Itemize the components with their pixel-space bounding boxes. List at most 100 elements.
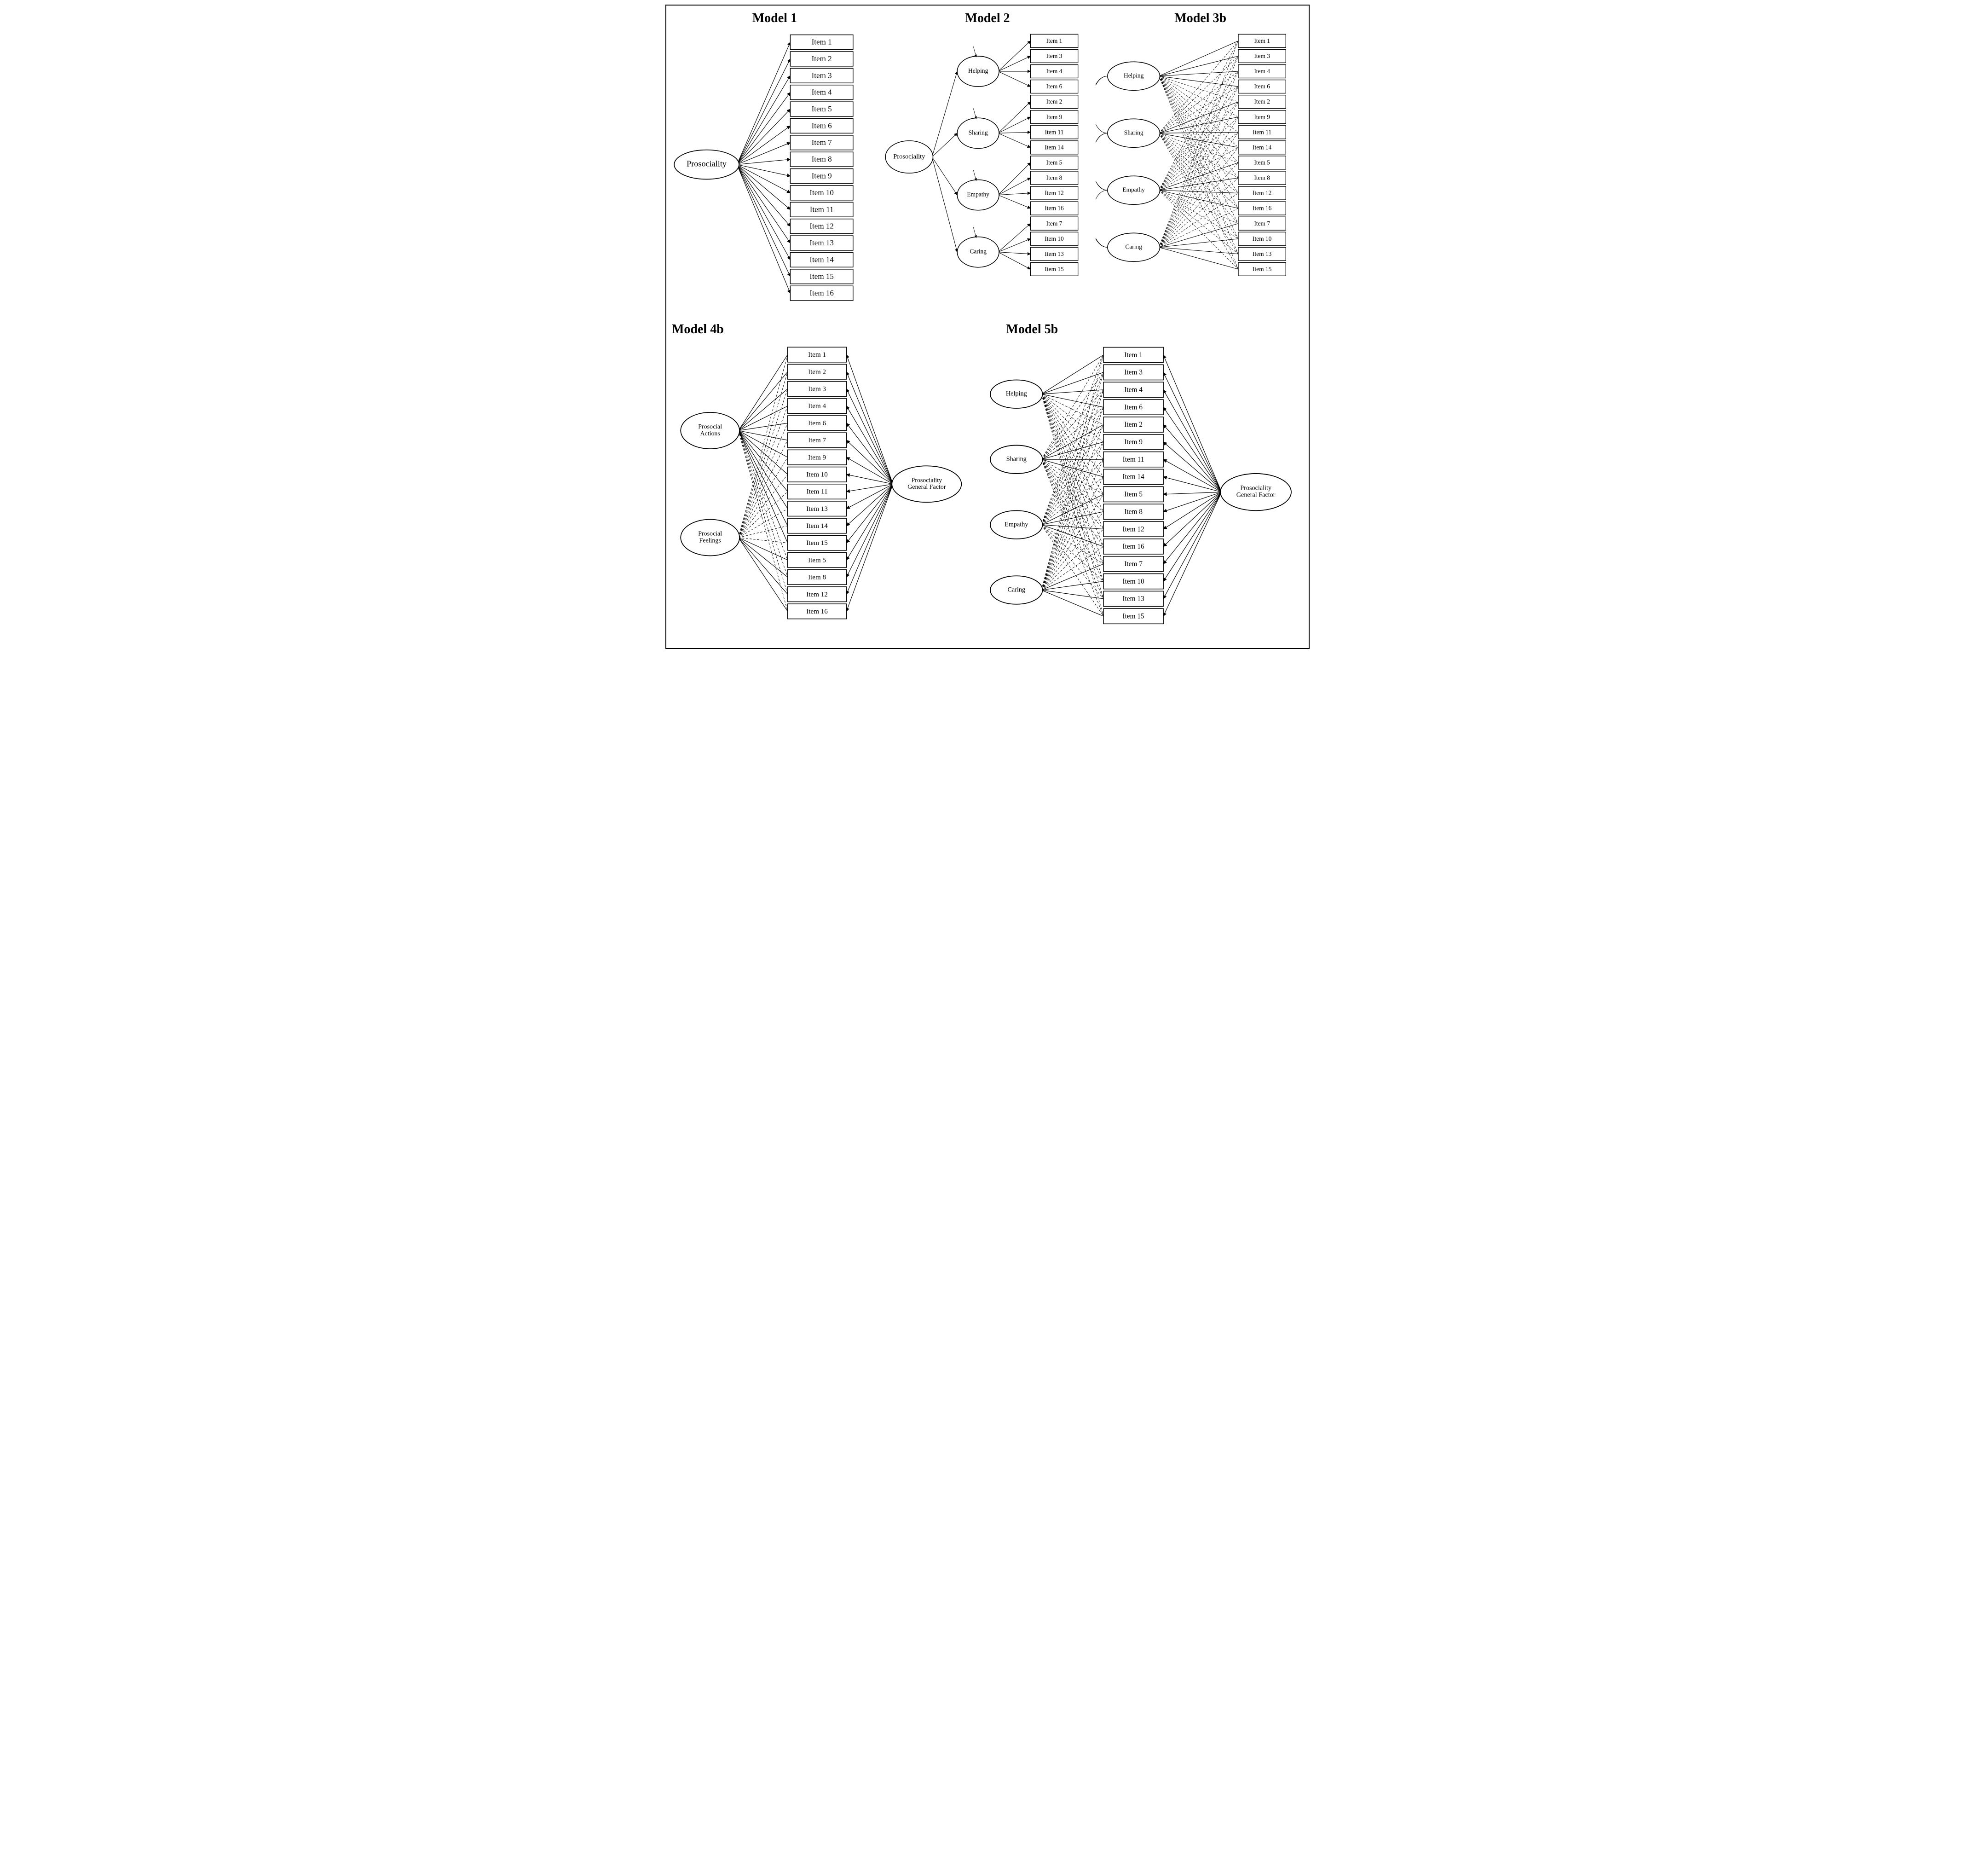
m5-f1-line-3 [1042,407,1104,459]
m5-f1-line-0 [1042,355,1104,459]
m4-gen-arrow-7 [846,475,893,484]
m3-factor-1-label: Sharing [1124,129,1143,136]
m1-factor-label: Prosociality [687,159,727,168]
m4-f1-line-13 [739,538,788,577]
m1-item-6-label: Item 7 [812,138,832,147]
row-top: Model 1 Item 1Item 2Item 3Item 4Item 5It… [670,9,1305,311]
m1-item-15-label: Item 16 [809,289,834,297]
m2-sf0-arrow-3 [998,71,1030,87]
m4-gen-arrow-12 [846,484,893,560]
m4-item-3-label: Item 4 [808,403,826,410]
m3-f2-line-6 [1159,132,1239,190]
m2-item-7-label: Item 14 [1045,144,1064,151]
m3-factor-0-label: Helping [1124,72,1144,79]
m5-f2-line-7 [1042,477,1104,525]
m2-root-arrow-1 [932,133,957,157]
m1-item-4-label: Item 5 [812,104,832,113]
m1-item-10-label: Item 11 [810,205,834,214]
m5-f3-line-13 [1042,581,1104,590]
m3-f2-line-11 [1159,190,1239,208]
m1-item-2-label: Item 3 [812,71,832,80]
panel-model3b: Model 3b Item 1Item 3Item 4Item 6Item 2I… [1096,9,1305,311]
m3-f3-line-13 [1159,239,1239,248]
m3-item-8-label: Item 5 [1254,159,1270,166]
m2-sf1-arrow-2 [998,132,1030,133]
m5-f2-line-1 [1042,372,1104,525]
m2-sf2-arrow-2 [998,193,1030,195]
m5-item-0-label: Item 1 [1125,351,1143,359]
row-bottom: Model 4b Item 1Item 2Item 3Item 4Item 6I… [670,320,1305,644]
m5-f2-line-11 [1042,525,1104,546]
m2-root-arrow-0 [932,71,957,157]
m1-item-9-label: Item 10 [809,188,834,197]
m2-item-6-label: Item 11 [1045,128,1063,135]
m1-arrow-10 [737,165,790,210]
m1-item-5-label: Item 6 [812,121,832,130]
m4-item-14-label: Item 12 [806,591,828,598]
m2-sf2-arrow-1 [998,178,1030,195]
m4-f1-line-0 [739,354,788,537]
m5-gen-arrow-12 [1164,492,1222,564]
m1-item-13-label: Item 14 [809,255,834,264]
m5-gen-arrow-11 [1164,492,1222,546]
m3-f2-line-0 [1159,41,1239,190]
m2-sf2-arrow-0 [998,162,1030,195]
m1-item-3-label: Item 4 [812,88,832,97]
m5-f0-line-0 [1042,355,1104,394]
m5-gen-arrow-8 [1164,492,1222,494]
m2-sf2-arrow-3 [998,195,1030,208]
m2-item-9-label: Item 8 [1046,174,1062,181]
title-model2: Model 2 [883,11,1092,26]
m4-f1-line-7 [739,475,788,538]
m2-root-arrow-3 [932,157,957,252]
m2-item-14-label: Item 13 [1045,250,1064,257]
m3-item-2-label: Item 4 [1254,68,1270,75]
m5-gen-arrow-4 [1164,424,1222,492]
m1-arrow-4 [737,109,790,164]
m4-f0-line-14 [739,430,788,594]
title-model3b: Model 3b [1096,11,1305,26]
m3-corr-0-1 [1096,76,1108,133]
m4-f0-line-10 [739,430,788,526]
m1-arrow-12 [737,165,790,243]
svg-model5b: Item 1Item 3Item 4Item 6Item 2Item 9Item… [978,340,1305,644]
m4-item-4-label: Item 6 [808,420,826,427]
m5-general-factor-label: ProsocialityGeneral Factor [1236,485,1276,499]
m3-f3-line-12 [1159,224,1239,248]
m4-gen-arrow-2 [846,389,893,484]
m4-f1-line-10 [739,526,788,538]
m4-item-5-label: Item 7 [808,437,826,444]
m5-gen-arrow-6 [1164,459,1222,492]
m4-item-1-label: Item 2 [808,368,826,376]
m2-disturb-2 [973,170,976,181]
m3-f3-line-10 [1159,193,1239,248]
m4-f0-line-0 [739,354,788,430]
diagram-border: Model 1 Item 1 Item 2 Item 3 Item 4 Item 5 It… [665,5,1310,649]
m1-arrow-15 [737,165,790,294]
m4-gen-arrow-6 [846,457,893,484]
m5-item-9-label: Item 8 [1125,508,1143,515]
title-model1: Model 1 [670,11,879,26]
title-model4b: Model 4b [672,322,975,337]
svg-model4b: Item 1Item 2Item 3Item 4Item 6Item 7Item… [670,340,975,639]
m2-item-3-label: Item 6 [1046,83,1062,90]
m4-item-6-label: Item 9 [808,454,826,461]
panel-model1: Model 1 Item 1Item 2Item 3Item 4Item 5It… [670,9,879,311]
m4-gen-arrow-5 [846,440,893,484]
m3-f1-line-4 [1159,102,1239,133]
m3-f3-line-4 [1159,102,1239,247]
m5-f1-line-1 [1042,372,1104,459]
m3-item-7-label: Item 14 [1253,144,1272,151]
m2-sf3-arrow-3 [998,252,1030,269]
m2-item-12-label: Item 7 [1046,220,1062,227]
m3-corr-1-2 [1096,133,1108,190]
m5-f2-line-10 [1042,525,1104,529]
m5-f3-line-8 [1042,494,1104,590]
m4-f0-line-12 [739,430,788,560]
m4-f0-line-6 [739,430,788,457]
m3-f1-line-9 [1159,133,1239,178]
m3-item-12-label: Item 7 [1254,220,1270,227]
m5-f0-line-7 [1042,394,1104,477]
m4-gen-arrow-15 [846,484,893,612]
m5-item-14-label: Item 13 [1123,595,1145,602]
